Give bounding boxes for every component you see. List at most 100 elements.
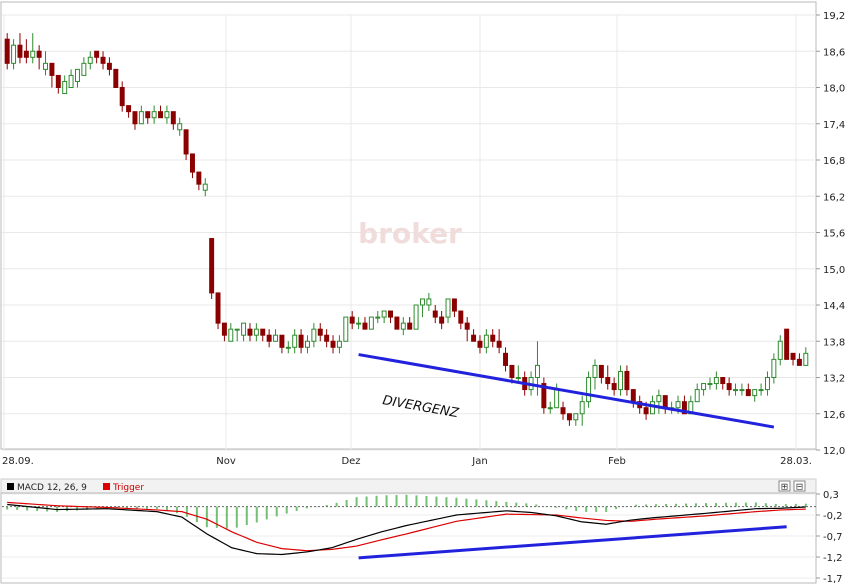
candle-body — [368, 316, 374, 330]
candle-body — [279, 334, 285, 348]
macd-histogram-bar — [16, 506, 19, 511]
macd-histogram-bar — [505, 501, 508, 507]
price-x-tick-labels: 28.09. Nov Dez Jan Feb 28.03. — [2, 456, 812, 467]
price-y-tick-label: 16,8 — [823, 156, 845, 167]
macd-histogram-bar — [185, 506, 188, 517]
candle-body — [362, 322, 368, 330]
candle — [752, 389, 758, 402]
candle — [100, 51, 106, 70]
candle — [311, 323, 317, 348]
candle — [49, 62, 55, 88]
macd-histogram-bar — [86, 506, 89, 510]
macd-histogram-bar — [545, 506, 548, 507]
candle — [189, 153, 195, 179]
candle-body — [566, 413, 572, 421]
candle — [145, 111, 151, 124]
candle — [726, 377, 732, 396]
candle-body — [541, 383, 547, 409]
candle — [758, 383, 764, 396]
panel-expand-button[interactable]: ⊞ — [778, 480, 791, 493]
macd-histogram-bar — [265, 506, 268, 520]
candle — [279, 334, 285, 354]
candle-body — [375, 316, 381, 319]
price-y-tick-label: 14,4 — [823, 301, 845, 312]
candle — [451, 298, 457, 318]
candle — [241, 322, 247, 342]
candle-body — [273, 334, 279, 342]
candle-body — [330, 340, 336, 348]
candle — [17, 33, 23, 64]
candle — [605, 365, 611, 390]
candle-body — [36, 50, 42, 58]
candle-body — [733, 389, 739, 392]
price-y-tick-label: 15,6 — [823, 229, 845, 240]
price-y-tick-label: 12,6 — [823, 410, 845, 421]
candle-body — [17, 44, 23, 58]
macd-histogram-bar — [36, 506, 39, 511]
macd-histogram-bar — [704, 503, 707, 507]
candle-body — [81, 62, 87, 76]
macd-histogram-bar — [764, 503, 767, 507]
candle-body — [177, 123, 183, 131]
candle — [30, 33, 36, 64]
candle — [221, 322, 227, 342]
candle — [701, 383, 707, 396]
candle-body — [151, 111, 157, 119]
candle-body — [324, 334, 330, 342]
macd-histogram-bar — [415, 495, 418, 507]
macd-histogram-bar — [175, 506, 178, 514]
macd-y-tick-label: -1,2 — [823, 553, 843, 564]
candle — [790, 352, 796, 366]
candle — [196, 171, 202, 191]
trigger-series-line — [7, 501, 806, 552]
candle-body — [87, 56, 93, 64]
candle — [202, 178, 208, 197]
candle — [170, 111, 176, 130]
candle-body — [618, 370, 624, 391]
candle — [426, 292, 432, 312]
candle-body — [624, 370, 630, 391]
candle-body — [777, 340, 783, 360]
macd-histogram-bar — [635, 504, 638, 507]
macd-histogram-bar — [774, 503, 777, 507]
macd-histogram-bar — [625, 506, 628, 507]
candle — [81, 57, 87, 76]
macd-histogram-bar — [6, 506, 9, 510]
candle — [324, 329, 330, 348]
panel-shrink-button[interactable]: ⊟ — [793, 480, 806, 493]
candle — [720, 377, 726, 390]
candle-body — [132, 111, 138, 125]
macd-histogram-bar — [754, 502, 757, 507]
candle — [394, 316, 400, 330]
candle — [400, 317, 406, 336]
candle-body — [483, 334, 489, 348]
candle — [368, 316, 374, 330]
candle-body — [503, 352, 509, 366]
candle — [515, 365, 521, 384]
candle-body — [234, 328, 240, 331]
macd-histogram-bar — [495, 501, 498, 507]
macd-histogram-bar — [615, 506, 618, 510]
candle — [707, 377, 713, 390]
candle-body — [196, 171, 202, 185]
price-y-tick-label: 18,0 — [823, 84, 845, 95]
candle-body — [400, 322, 406, 330]
macd-histogram-bar — [685, 503, 688, 507]
macd-histogram-bar — [794, 503, 797, 507]
candle-body — [579, 401, 585, 415]
macd-histogram-bar — [345, 500, 348, 507]
candle — [94, 50, 100, 64]
macd-histogram-bar — [215, 506, 218, 528]
price-x-tick-label: Feb — [608, 456, 626, 467]
macd-histogram-bar — [455, 497, 458, 507]
candle — [74, 68, 80, 88]
candle-body — [49, 62, 55, 76]
candle-body — [419, 298, 425, 306]
macd-histogram-bar — [784, 504, 787, 507]
candle-body — [547, 407, 553, 410]
candle — [253, 323, 259, 342]
price-x-tick-label: Nov — [216, 456, 236, 467]
macd-histogram-bar — [595, 506, 598, 512]
candle-body — [394, 316, 400, 330]
macd-divergence-line — [358, 525, 787, 560]
